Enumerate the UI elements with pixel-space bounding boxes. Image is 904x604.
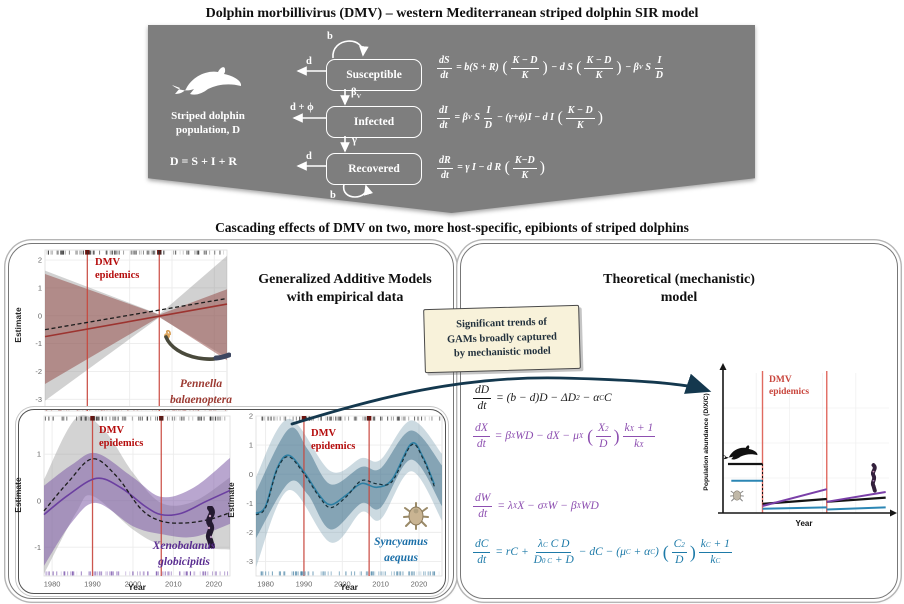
inner-plots-box	[18, 409, 446, 594]
pennella-species-label: Pennella balaenoptera	[170, 378, 232, 406]
dolphin-silhouette-icon	[722, 445, 758, 460]
theory-panel-title: Theoretical (mechanistic) model	[603, 272, 755, 306]
pennella-plot: 2 1 0 -1 -2 -3	[35, 249, 228, 412]
flow-label-death-susceptible: d	[306, 56, 312, 67]
compartment-recovered: Recovered	[326, 153, 422, 185]
dmv-epidemics-label: DMV epidemics	[95, 257, 140, 281]
barnacle-icon	[205, 506, 215, 548]
svg-text:1: 1	[37, 450, 41, 459]
flow-label-birth-bottom: b	[330, 190, 336, 201]
section-title: Cascading effects of DMV on two, more ho…	[215, 220, 689, 235]
svg-text:2000: 2000	[125, 580, 142, 589]
svg-text:2020: 2020	[205, 580, 222, 589]
dmv-epidemics-label: DMV epidemics	[769, 375, 810, 397]
sir-banner-shape: Striped dolphin population, D D = S + I …	[148, 25, 755, 213]
flow-label-birth-top: b	[327, 31, 333, 42]
svg-text:0: 0	[38, 311, 42, 320]
svg-text:-2: -2	[35, 367, 42, 376]
sir-banner: Striped dolphin population, D D = S + I …	[148, 25, 755, 213]
theory-plot-container: Population abundance (D/X/C) DMV epidemi…	[701, 361, 897, 543]
flow-arrows	[292, 40, 374, 198]
callout-note: Significant trends of GAMs broadly captu…	[423, 304, 581, 374]
svg-text:-1: -1	[35, 339, 42, 348]
year-axis-label: Year	[795, 519, 813, 528]
population-label: Striped dolphin population, D	[171, 110, 245, 137]
xenobalanus-species-label: Xenobalanus globicipitis	[152, 540, 216, 568]
gam-panel: Generalized Additive Models with empiric…	[8, 243, 454, 599]
flow-label-death-recovered: d	[306, 151, 312, 162]
dolphin-icon	[172, 67, 242, 95]
whale-louse-icon	[403, 502, 429, 530]
svg-text:-3: -3	[246, 557, 253, 566]
flow-label-death-phi: d + ϕ	[290, 102, 314, 113]
whale-louse-icon	[730, 490, 744, 502]
dmv-epidemics-label: DMV epidemics	[311, 428, 356, 452]
syncyamus-species-label: Syncyamus aequus	[374, 536, 428, 564]
svg-text:2020: 2020	[411, 580, 428, 589]
svg-text:2: 2	[38, 256, 42, 265]
svg-text:-1: -1	[34, 543, 41, 552]
svg-text:1980: 1980	[44, 580, 61, 589]
svg-text:1980: 1980	[257, 580, 274, 589]
flow-label-recovery-rate: γ	[352, 135, 357, 146]
svg-text:2: 2	[249, 413, 253, 421]
dmv-epidemics-label: DMV epidemics	[99, 425, 144, 449]
svg-text:2000: 2000	[334, 580, 351, 589]
flow-label-infection-rate: βV	[351, 87, 362, 101]
pennella-icon	[164, 330, 231, 361]
svg-text:1: 1	[249, 441, 253, 450]
barnacle-icon	[870, 463, 877, 493]
svg-text:0: 0	[249, 470, 253, 479]
theory-panel: Theoretical (mechanistic) model dD dt = (…	[460, 243, 898, 599]
population-sum-equation: D = S + I + R	[169, 154, 238, 168]
theory-plot	[718, 363, 897, 517]
svg-text:-1: -1	[246, 499, 253, 508]
svg-text:1990: 1990	[84, 580, 101, 589]
svg-text:1990: 1990	[296, 580, 313, 589]
gam-panel-title: Generalized Additive Models with empiric…	[258, 272, 432, 306]
year-axis-label: Year	[340, 582, 358, 592]
year-axis-label: Year	[128, 582, 146, 592]
svg-text:2010: 2010	[165, 580, 182, 589]
compartment-susceptible: Susceptible	[326, 59, 422, 91]
svg-text:-2: -2	[246, 528, 253, 537]
svg-text:2010: 2010	[372, 580, 389, 589]
xenobalanus-plot: 1 0 -1 1980 1990 2000 2010 2020	[34, 415, 231, 589]
svg-text:1: 1	[38, 283, 42, 292]
equation-recovered: dR dt = γ I − d R (K−D K)	[437, 155, 545, 181]
figure-title: Dolphin morbillivirus (DMV) – western Me…	[205, 6, 699, 21]
syncyamus-plot: 2 1 0 -1 -2 -3 1980 1990 2000 2010 2020	[246, 413, 443, 589]
svg-text:-3: -3	[35, 395, 42, 404]
equation-susceptible: dS dt = b(S + R) (K − D K) − d S (K − D K) …	[437, 55, 664, 81]
compartment-infected: Infected	[326, 106, 422, 138]
svg-text:0: 0	[37, 496, 41, 505]
